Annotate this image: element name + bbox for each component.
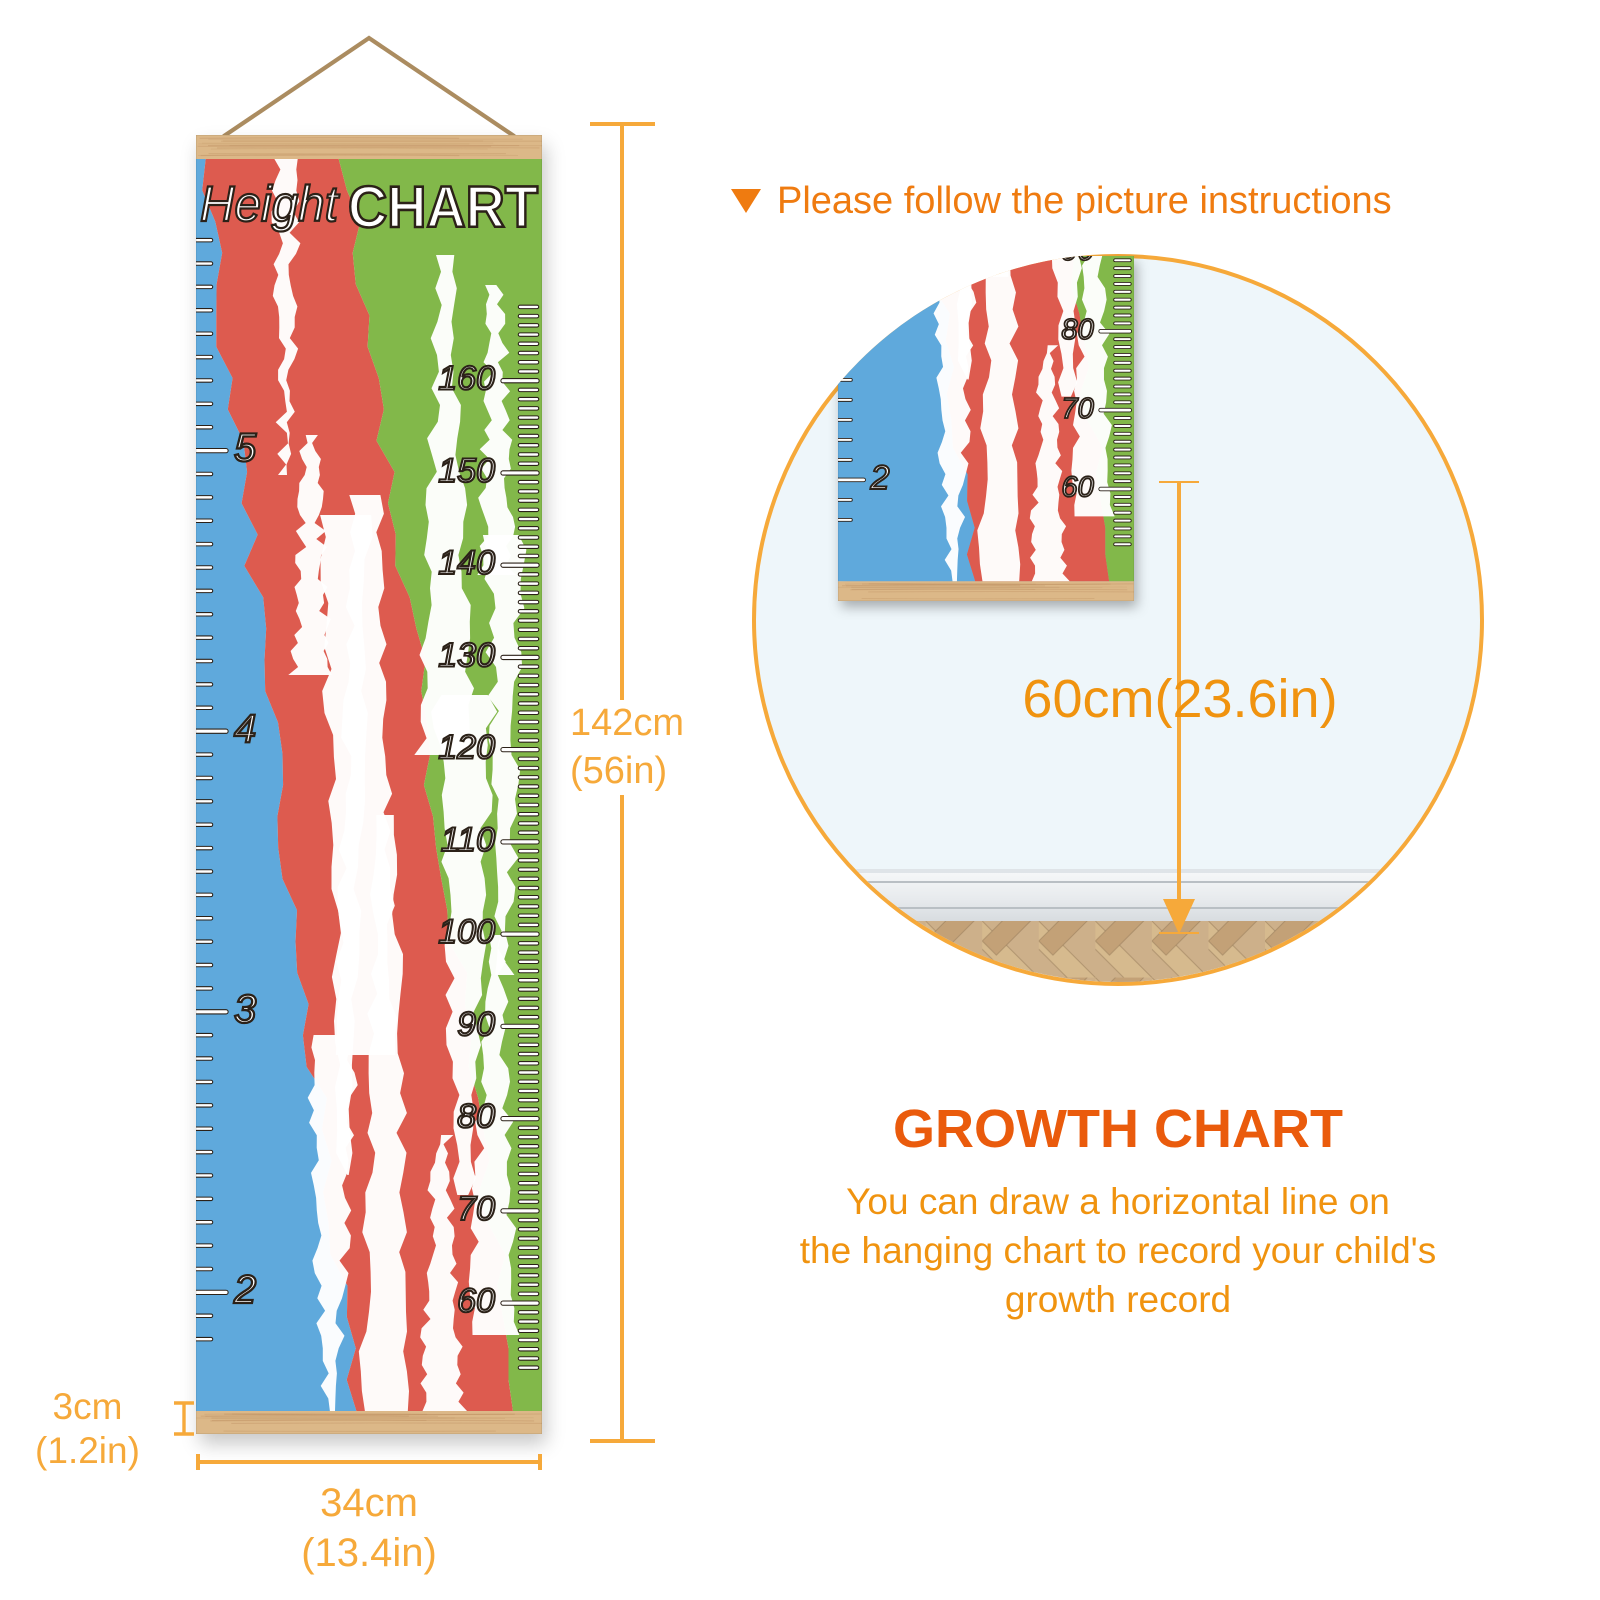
svg-text:130: 130 [438,636,495,674]
svg-text:3: 3 [234,987,256,1031]
svg-text:70: 70 [1061,392,1093,424]
svg-text:90: 90 [457,1005,495,1043]
svg-text:Height: Height [200,176,340,232]
svg-text:100: 100 [438,913,495,951]
svg-text:CHART: CHART [348,175,538,240]
svg-text:140: 140 [438,544,495,582]
svg-text:150: 150 [438,452,495,490]
svg-text:2: 2 [233,1268,256,1312]
svg-text:80: 80 [1061,313,1093,345]
svg-text:160: 160 [438,360,495,398]
svg-text:2: 2 [870,458,890,496]
svg-text:110: 110 [441,821,495,859]
svg-text:60: 60 [1061,471,1093,503]
svg-text:5: 5 [234,426,257,470]
svg-text:70: 70 [457,1190,495,1228]
svg-text:80: 80 [457,1098,495,1136]
svg-text:4: 4 [234,707,256,751]
svg-text:120: 120 [438,729,495,767]
svg-text:60: 60 [457,1282,495,1320]
